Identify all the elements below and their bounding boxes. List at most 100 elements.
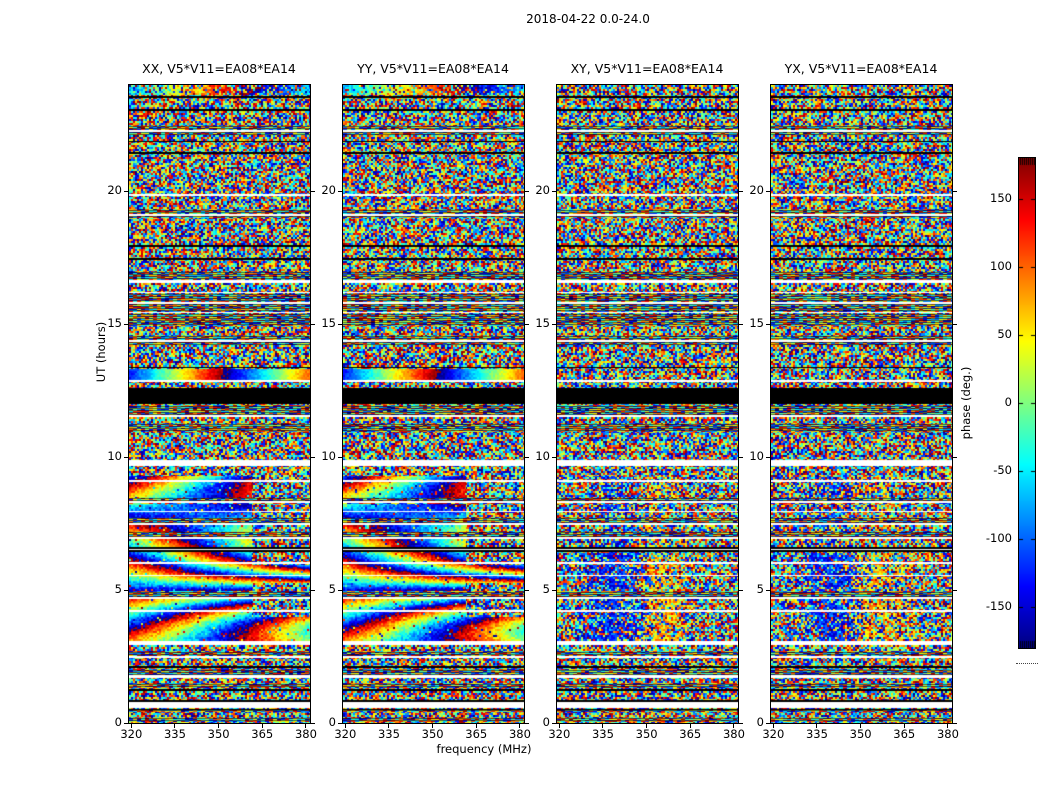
x-tick-label: 350: [849, 727, 872, 741]
y-tick-label: 5: [114, 582, 122, 597]
x-tick-mark: [344, 724, 346, 728]
y-tick-label: 0: [114, 715, 122, 729]
figure-title: 2018-04-22 0.0-24.0: [526, 12, 650, 26]
x-tick-label: 350: [421, 727, 444, 741]
y-tick-label: 5: [756, 582, 764, 597]
x-tick-mark: [558, 724, 560, 728]
y-tick-label: 5: [328, 582, 336, 597]
y-tick-label: 0: [328, 715, 336, 729]
y-tick-mark: [124, 323, 128, 325]
y-tick-label: 0: [542, 715, 550, 729]
x-tick-mark: [646, 724, 648, 728]
colorbar: [1018, 157, 1036, 649]
phase-waterfall-xx: [129, 85, 310, 723]
x-tick-label: 335: [163, 727, 186, 741]
y-tick-mark-right: [525, 722, 529, 724]
x-tick-mark: [432, 724, 434, 728]
x-tick-mark: [305, 724, 307, 728]
x-tick-mark: [519, 724, 521, 728]
x-tick-label: 365: [679, 727, 702, 741]
x-tick-label: 320: [120, 727, 143, 741]
x-tick-label: 350: [635, 727, 658, 741]
y-tick-mark: [338, 190, 342, 192]
x-axis-label: frequency (MHz): [436, 742, 532, 756]
y-tick-mark: [338, 722, 342, 724]
x-tick-mark: [860, 724, 862, 728]
y-tick-label: 5: [542, 582, 550, 597]
y-tick-mark: [552, 722, 556, 724]
y-tick-mark: [124, 722, 128, 724]
x-tick-mark: [261, 724, 263, 728]
y-tick-mark: [338, 323, 342, 325]
panel-title-yx: YX, V5*V11=EA08*EA14: [784, 61, 938, 76]
y-tick-mark: [766, 589, 770, 591]
colorbar-tick-label: -100: [985, 531, 1012, 545]
y-tick-mark-right: [311, 190, 315, 192]
y-tick-mark: [766, 456, 770, 458]
x-tick-label: 350: [207, 727, 230, 741]
y-tick-mark: [766, 190, 770, 192]
y-tick-mark: [552, 456, 556, 458]
x-tick-mark: [816, 724, 818, 728]
x-tick-mark: [772, 724, 774, 728]
y-tick-label: 20: [107, 183, 122, 198]
y-tick-label: 0: [756, 715, 764, 729]
panel-yy: [342, 84, 525, 724]
y-tick-mark-right: [311, 722, 315, 724]
colorbar-tick-label: -50: [993, 463, 1012, 477]
y-tick-label: 15: [321, 316, 336, 331]
x-tick-label: 365: [893, 727, 916, 741]
colorbar-tick-label: -150: [985, 599, 1012, 613]
panel-xy: [556, 84, 739, 724]
y-tick-mark-right: [525, 190, 529, 192]
x-tick-label: 320: [548, 727, 571, 741]
y-tick-mark-right: [953, 589, 957, 591]
y-tick-label: 10: [749, 449, 764, 464]
y-tick-label: 20: [749, 183, 764, 198]
x-tick-mark: [130, 724, 132, 728]
y-tick-mark: [552, 589, 556, 591]
y-tick-mark-right: [739, 323, 743, 325]
x-tick-mark: [903, 724, 905, 728]
y-tick-label: 10: [107, 449, 122, 464]
y-tick-mark-right: [953, 456, 957, 458]
y-tick-mark-right: [525, 456, 529, 458]
y-tick-label: 15: [535, 316, 550, 331]
panel-title-yy: YY, V5*V11=EA08*EA14: [357, 61, 509, 76]
x-tick-mark: [388, 724, 390, 728]
phase-waterfall-yy: [343, 85, 524, 723]
y-tick-mark-right: [311, 589, 315, 591]
panel-xx: [128, 84, 311, 724]
x-tick-label: 320: [334, 727, 357, 741]
x-tick-label: 380: [294, 727, 317, 741]
panel-title-xx: XX, V5*V11=EA08*EA14: [142, 61, 296, 76]
y-tick-mark-right: [525, 589, 529, 591]
phase-waterfall-xy: [557, 85, 738, 723]
x-tick-mark: [947, 724, 949, 728]
x-tick-mark: [174, 724, 176, 728]
y-tick-mark-right: [311, 456, 315, 458]
y-tick-mark-right: [953, 323, 957, 325]
y-tick-mark: [552, 190, 556, 192]
y-tick-label: 15: [749, 316, 764, 331]
x-tick-label: 365: [251, 727, 274, 741]
x-tick-label: 380: [936, 727, 959, 741]
x-tick-mark: [218, 724, 220, 728]
x-tick-mark: [475, 724, 477, 728]
y-tick-mark-right: [739, 589, 743, 591]
x-tick-mark: [733, 724, 735, 728]
y-tick-mark: [766, 722, 770, 724]
colorbar-tick-label: 100: [990, 259, 1012, 273]
colorbar-gradient: [1019, 158, 1035, 648]
y-tick-label: 20: [535, 183, 550, 198]
x-tick-label: 380: [508, 727, 531, 741]
x-tick-label: 335: [591, 727, 614, 741]
y-tick-mark: [124, 589, 128, 591]
x-tick-label: 320: [762, 727, 785, 741]
y-tick-mark: [124, 190, 128, 192]
y-tick-mark-right: [739, 722, 743, 724]
y-tick-label: 15: [107, 316, 122, 331]
y-tick-mark-right: [953, 190, 957, 192]
x-tick-label: 335: [377, 727, 400, 741]
